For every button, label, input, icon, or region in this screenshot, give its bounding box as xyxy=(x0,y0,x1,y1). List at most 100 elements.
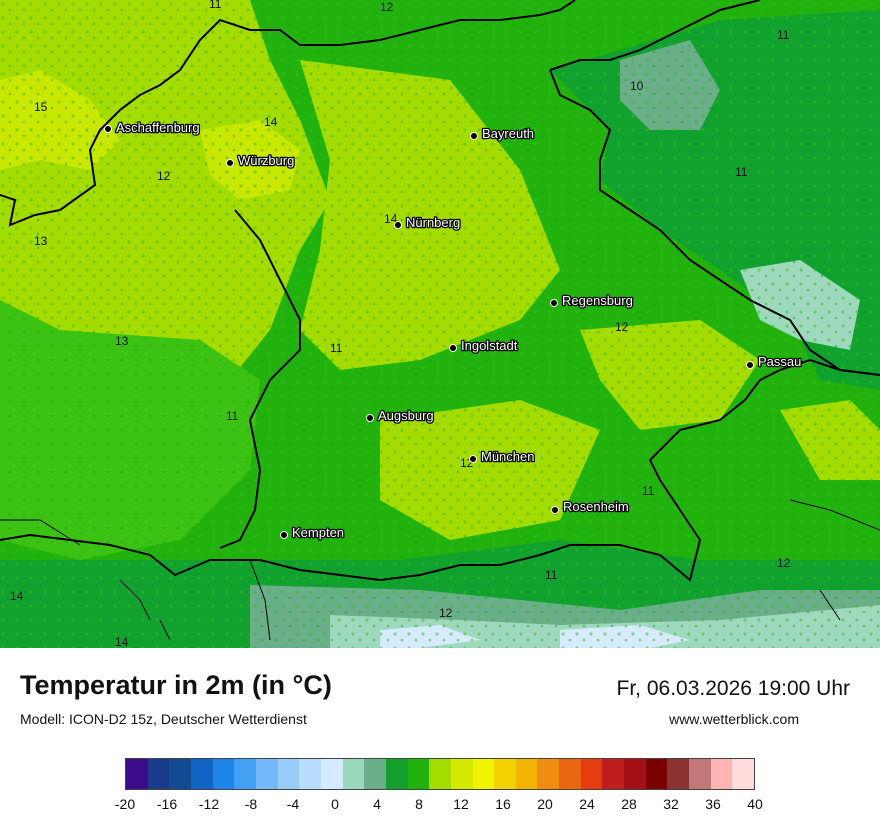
isotherm-label: 14 xyxy=(384,212,398,226)
legend-tick-label: -20 xyxy=(114,796,136,812)
city-label: Aschaffenburg xyxy=(116,120,200,135)
color-legend xyxy=(125,758,755,790)
border-bw xyxy=(219,209,301,549)
border-austria xyxy=(0,358,880,582)
legend-tick-label: -12 xyxy=(198,796,220,812)
legend-swatch xyxy=(537,759,560,789)
city-rosenheim[interactable]: Rosenheim xyxy=(551,498,630,515)
city-label: Rosenheim xyxy=(563,499,629,514)
city-dot xyxy=(746,361,754,369)
isotherm-label: 15 xyxy=(34,100,48,114)
city-dot xyxy=(449,344,457,352)
city-label: Nürnberg xyxy=(406,215,460,230)
website-link[interactable]: www.wetterblick.com xyxy=(669,711,799,727)
city-dot xyxy=(104,125,112,133)
legend-tick-label: 32 xyxy=(663,796,679,812)
model-credit: Modell: ICON-D2 15z, Deutscher Wetterdie… xyxy=(20,711,307,727)
legend-swatch xyxy=(147,759,170,789)
isotherm-label: 14 xyxy=(264,115,278,129)
map-title: Temperatur in 2m (in °C) xyxy=(20,670,332,700)
legend-swatch xyxy=(320,759,343,789)
legend-swatch xyxy=(559,759,581,789)
isotherm-label: 12 xyxy=(439,606,453,620)
city-nuernberg[interactable]: Nürnberg xyxy=(394,214,462,231)
legend-swatch xyxy=(667,759,690,789)
border-czech xyxy=(549,69,880,376)
isotherm-label: 14 xyxy=(10,589,24,603)
legend-swatch xyxy=(212,759,235,789)
isotherm-label: 11 xyxy=(777,28,790,42)
legend-swatch xyxy=(710,759,733,789)
legend-tick-label: 28 xyxy=(621,796,637,812)
city-markers: Aschaffenburg Würzburg Bayreuth Nürnberg… xyxy=(104,119,803,541)
map-canvas: 12 11 10 15 14 12 13 11 14 11 13 12 11 1… xyxy=(0,0,880,648)
city-label: Ingolstadt xyxy=(461,338,518,353)
border-thin-west xyxy=(0,499,880,641)
city-label: München xyxy=(481,449,534,464)
city-dot xyxy=(366,414,374,422)
legend-tick-label: 4 xyxy=(373,796,381,812)
legend-swatch xyxy=(126,759,148,789)
city-regensburg[interactable]: Regensburg xyxy=(550,292,634,309)
city-dot xyxy=(469,455,477,463)
legend-swatch xyxy=(342,759,365,789)
city-bayreuth[interactable]: Bayreuth xyxy=(470,125,535,142)
border-czech-north xyxy=(549,0,761,71)
legend-swatch xyxy=(234,759,256,789)
legend-tick-label: 24 xyxy=(579,796,595,812)
city-dot xyxy=(226,159,234,167)
legend-swatch xyxy=(602,759,625,789)
isotherm-label: 11 xyxy=(330,341,343,355)
isotherm-label: 11 xyxy=(209,0,222,11)
city-muenchen[interactable]: München xyxy=(469,448,536,465)
city-label: Augsburg xyxy=(378,408,434,423)
city-passau[interactable]: Passau xyxy=(746,353,803,370)
legend-swatch xyxy=(472,759,495,789)
isotherm-label: 12 xyxy=(157,169,171,183)
city-dot xyxy=(551,506,559,514)
city-dot xyxy=(470,132,478,140)
legend-swatch xyxy=(277,759,300,789)
field-texture xyxy=(0,0,880,648)
city-label: Kempten xyxy=(292,525,344,540)
isotherm-labels: 12 11 10 15 14 12 13 11 14 11 13 12 11 1… xyxy=(10,0,791,648)
legend-tick-label: 12 xyxy=(453,796,469,812)
city-augsburg[interactable]: Augsburg xyxy=(366,407,435,424)
city-dot xyxy=(394,221,402,229)
legend-tick-label: 20 xyxy=(537,796,553,812)
legend-tick-label: 40 xyxy=(747,796,763,812)
isotherm-label: 11 xyxy=(642,484,655,498)
legend-tick-label: -16 xyxy=(156,796,178,812)
isotherm-label: 14 xyxy=(115,635,129,648)
city-dot xyxy=(280,531,288,539)
legend-swatch xyxy=(299,759,321,789)
forecast-datetime: Fr, 06.03.2026 19:00 Uhr xyxy=(616,677,851,700)
legend-ticks: -20 -16 -12 -8 -4 0 4 8 12 16 20 24 28 32 36 40 xyxy=(115,796,763,816)
legend-swatch xyxy=(429,759,451,789)
isotherm-label: 12 xyxy=(380,0,394,14)
map-footer: Temperatur in 2m (in °C) Modell: ICON-D2… xyxy=(0,648,880,830)
isotherm-label: 10 xyxy=(630,79,644,93)
legend-swatch xyxy=(364,759,386,789)
city-label: Regensburg xyxy=(562,293,633,308)
isotherm-label: 13 xyxy=(34,234,48,248)
legend-tick-label: -4 xyxy=(286,796,300,812)
legend-swatch xyxy=(515,759,538,789)
city-ingolstadt[interactable]: Ingolstadt xyxy=(449,337,519,354)
legend-swatch xyxy=(190,759,213,789)
isotherm-label: 11 xyxy=(226,409,239,423)
city-dot xyxy=(550,299,558,307)
border-bavaria-north xyxy=(0,0,576,227)
legend-swatch xyxy=(624,759,646,789)
legend-swatch xyxy=(645,759,668,789)
isotherm-label: 12 xyxy=(615,320,629,334)
isotherm-label: 11 xyxy=(545,568,558,582)
city-kempten[interactable]: Kempten xyxy=(280,524,345,541)
isotherm-label: 12 xyxy=(777,556,791,570)
city-wuerzburg[interactable]: Würzburg xyxy=(226,152,296,169)
legend-swatch xyxy=(255,759,278,789)
state-borders xyxy=(0,0,880,641)
legend-swatch xyxy=(385,759,408,789)
city-aschaffenburg[interactable]: Aschaffenburg xyxy=(104,119,201,136)
legend-swatch xyxy=(494,759,516,789)
